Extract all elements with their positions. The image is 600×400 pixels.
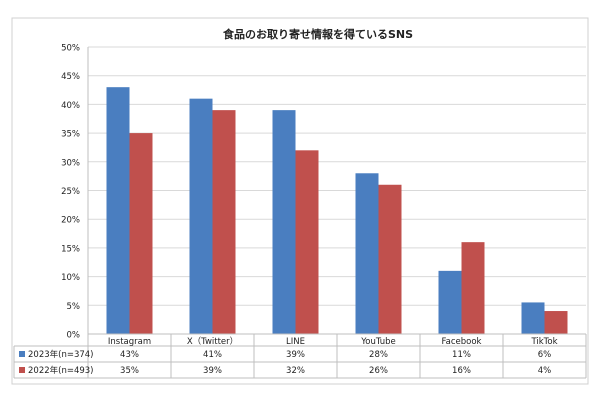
bar-series-2 — [212, 110, 236, 334]
x-tick-label: YouTube — [360, 337, 396, 347]
y-tick-label: 15% — [61, 244, 80, 254]
data-label: 32% — [286, 366, 305, 376]
bar-series-2 — [378, 184, 402, 334]
y-tick-label: 30% — [61, 158, 80, 168]
data-label: 35% — [120, 366, 139, 376]
data-label: 39% — [203, 366, 222, 376]
legend-swatch — [19, 351, 25, 357]
data-label: 26% — [369, 366, 388, 376]
bar-series-2 — [295, 150, 319, 334]
data-label: 16% — [452, 366, 471, 376]
y-tick-label: 45% — [61, 72, 80, 82]
data-label: 41% — [203, 350, 222, 360]
y-tick-label: 5% — [67, 302, 81, 312]
bar-series-2 — [544, 311, 568, 334]
legend-label: 2022年(n=493) — [28, 365, 94, 376]
legend-label: 2023年(n=374) — [28, 349, 94, 360]
x-tick-label: LINE — [286, 337, 305, 347]
chart-title: 食品のお取り寄せ情報を得ているSNS — [223, 27, 413, 41]
x-tick-label: Instagram — [108, 337, 151, 347]
y-tick-label: 35% — [61, 130, 80, 140]
data-label: 28% — [369, 350, 388, 360]
x-tick-label: Facebook — [442, 337, 482, 347]
y-tick-label: 10% — [61, 273, 80, 283]
data-label: 6% — [538, 350, 552, 360]
bar-series-2 — [129, 133, 153, 334]
bar-series-1 — [438, 270, 462, 334]
y-tick-label: 50% — [61, 44, 80, 54]
bar-series-1 — [272, 110, 296, 334]
bar-series-1 — [106, 87, 130, 335]
data-label: 11% — [452, 350, 471, 360]
y-tick-label: 20% — [61, 216, 80, 226]
data-label: 4% — [538, 366, 552, 376]
bar-series-2 — [461, 242, 485, 334]
y-tick-label: 40% — [61, 101, 80, 111]
x-tick-label: X（Twitter） — [187, 336, 238, 347]
data-label: 43% — [120, 350, 139, 360]
y-tick-label: 0% — [67, 331, 81, 341]
x-tick-label: TikTok — [530, 337, 557, 347]
data-label: 39% — [286, 350, 305, 360]
y-tick-label: 25% — [61, 187, 80, 197]
legend-swatch — [19, 367, 25, 373]
bar-series-1 — [189, 98, 213, 334]
bar-series-1 — [521, 302, 545, 334]
bar-series-1 — [355, 173, 379, 334]
